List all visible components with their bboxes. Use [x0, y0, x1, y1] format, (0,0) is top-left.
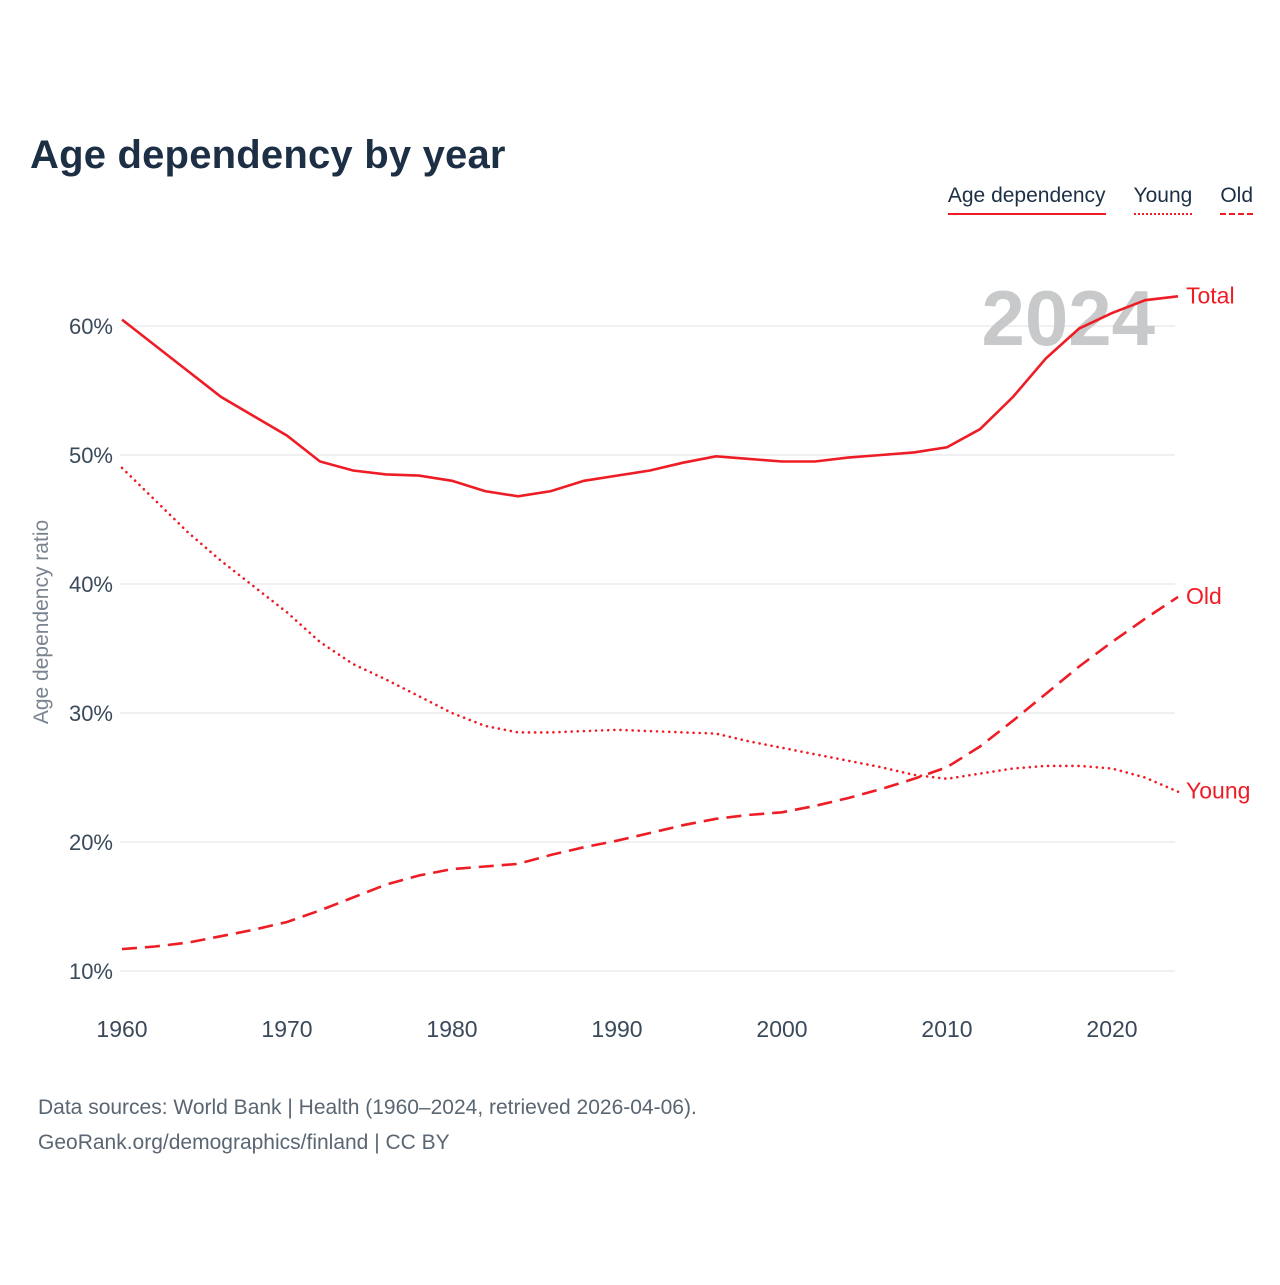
x-tick-label: 1990 — [591, 1016, 642, 1042]
y-tick-label: 60% — [69, 314, 113, 339]
series-line-young — [120, 466, 1180, 793]
page-title: Age dependency by year — [30, 132, 506, 177]
series-line-old — [121, 595, 1179, 951]
legend-item-age-dependency[interactable]: Age dependency — [947, 184, 1106, 215]
series-end-label-old: Old — [1186, 583, 1222, 609]
chart-legend: Age dependency Young Old — [947, 184, 1253, 215]
y-axis-label: Age dependency ratio — [30, 520, 53, 724]
legend-item-young[interactable]: Young — [1133, 184, 1193, 215]
x-tick-label: 2020 — [1086, 1016, 1137, 1042]
y-tick-label: 40% — [69, 572, 113, 597]
watermark-year: 2024 — [981, 274, 1155, 362]
y-tick-label: 10% — [69, 959, 113, 984]
series-line-total — [121, 295, 1179, 498]
attribution-line: GeoRank.org/demographics/finland | CC BY — [38, 1131, 450, 1154]
legend-item-old[interactable]: Old — [1220, 184, 1253, 215]
series-end-label-young: Young — [1186, 778, 1250, 804]
y-tick-label: 50% — [69, 443, 113, 468]
y-tick-label: 20% — [69, 830, 113, 855]
y-tick-label: 30% — [69, 701, 113, 726]
data-source-line: Data sources: World Bank | Health (1960–… — [38, 1096, 697, 1119]
series-end-label-total: Total — [1186, 282, 1235, 308]
x-tick-label: 2000 — [756, 1016, 807, 1042]
chart-footer: Data sources: World Bank | Health (1960–… — [38, 1090, 697, 1160]
x-tick-label: 2010 — [921, 1016, 972, 1042]
x-tick-label: 1980 — [426, 1016, 477, 1042]
x-tick-label: 1960 — [96, 1016, 147, 1042]
x-tick-label: 1970 — [261, 1016, 312, 1042]
